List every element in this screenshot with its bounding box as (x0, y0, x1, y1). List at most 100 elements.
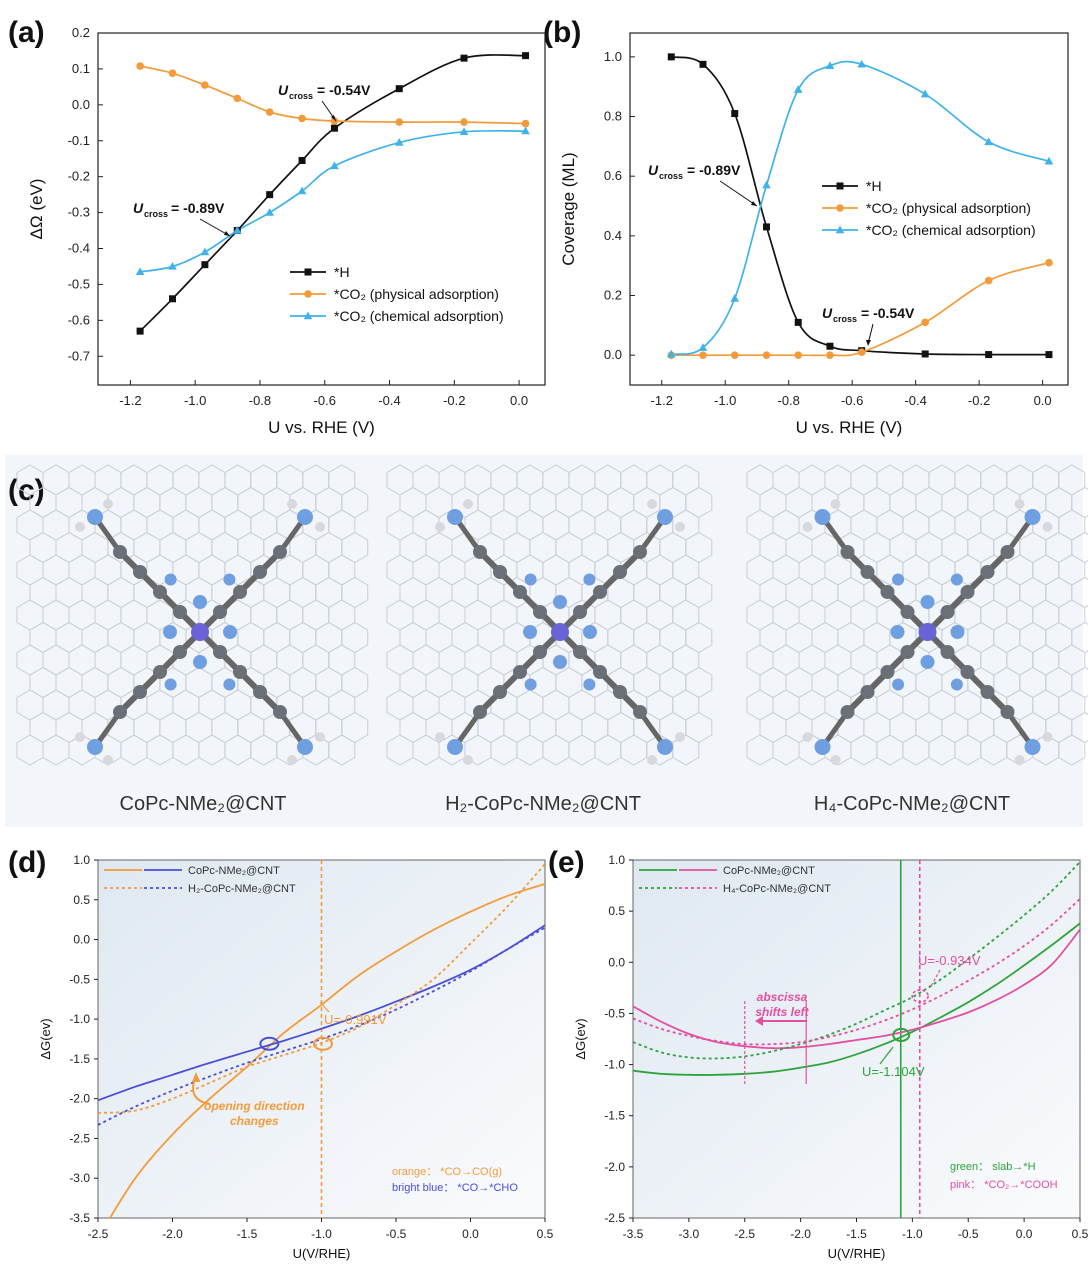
data-point (136, 327, 144, 335)
x-tick-label: -0.8 (249, 393, 271, 408)
annotation-arrowhead (755, 1016, 763, 1026)
nitrogen-atom (892, 678, 905, 691)
data-point (825, 61, 835, 70)
x-tick-label: -0.2 (443, 393, 465, 408)
carbon-atom (593, 665, 607, 679)
annotation-value: = -0.54V (861, 305, 915, 321)
hydrogen-atom (1014, 755, 1025, 765)
carbon-atom (900, 605, 915, 619)
annotation-arrowhead (751, 201, 757, 206)
series-line-2 (98, 863, 545, 1114)
carbon-atom (980, 685, 995, 699)
nitrogen-atom (447, 739, 463, 755)
x-axis-label: U vs. RHE (V) (268, 418, 375, 437)
cobalt-atom (551, 623, 569, 641)
data-point (984, 276, 993, 285)
y-tick-label: -0.7 (68, 348, 90, 363)
y-axis-label: Coverage (ML) (559, 152, 578, 265)
legend-marker (835, 225, 845, 234)
legend-label: H₂-CoPc-NMe₂@CNT (188, 883, 296, 895)
y-tick-label: -0.1 (68, 133, 90, 148)
nitrogen-atom (447, 509, 463, 525)
x-tick-label: -1.0 (311, 1227, 332, 1241)
data-point (731, 110, 739, 118)
annotation-arrow (929, 969, 941, 989)
carbon-atom (593, 585, 607, 599)
y-tick-label: 0.0 (73, 933, 90, 947)
hydrogen-atom (435, 732, 445, 742)
annotation-arrowhead (192, 1072, 200, 1082)
hydrogen-atom (315, 732, 325, 742)
nitrogen-atom (1024, 509, 1041, 525)
data-point (460, 54, 468, 62)
data-point (460, 118, 468, 126)
data-point (168, 69, 177, 78)
nitrogen-atom (553, 595, 567, 609)
data-point (265, 108, 274, 116)
cobalt-atom (191, 623, 209, 641)
carbon-atom (153, 665, 167, 679)
y-tick-label: -1.5 (69, 1052, 90, 1066)
annotation-value: = -0.54V (317, 82, 371, 98)
legend-label: *CO₂ (chemical adsorption) (334, 308, 504, 324)
annotation-u-value: U=-0.934V (918, 953, 981, 968)
nitrogen-atom (223, 678, 236, 691)
data-point (169, 295, 176, 303)
nitrogen-atom (524, 678, 537, 691)
carbon-atom (940, 605, 955, 619)
x-tick-label: 0.0 (510, 393, 528, 408)
annotation-note: abscissa (757, 990, 808, 1004)
legend-marker (304, 290, 312, 298)
y-tick-label: -0.5 (68, 276, 90, 291)
x-tick-label: 0.5 (537, 1227, 554, 1241)
annotation-u-value: U=-0.991V (324, 1012, 387, 1027)
x-tick-label: 0.0 (1016, 1227, 1033, 1241)
annotation-key: green： slab→*H (950, 1161, 1036, 1173)
intersection-circle (259, 1036, 280, 1051)
annotation-sub: cross (289, 91, 313, 101)
carbon-atom (113, 705, 127, 719)
y-tick-label: 0.1 (72, 61, 90, 76)
data-point (394, 138, 404, 146)
y-tick-label: 0.0 (604, 347, 622, 362)
x-tick-label: -2.0 (790, 1227, 811, 1241)
panel-label-d: (d) (8, 846, 46, 879)
data-point (699, 60, 707, 68)
data-point (920, 89, 930, 98)
carbon-atom (1000, 545, 1015, 559)
data-point (793, 85, 803, 93)
annotation-arrow (719, 180, 758, 207)
hydrogen-atom (315, 522, 325, 532)
hydrogen-atom (830, 755, 841, 765)
hydrogen-atom (1042, 732, 1053, 742)
annotation-sub: cross (833, 314, 857, 324)
data-point (762, 223, 770, 231)
hydrogen-atom (1014, 499, 1025, 509)
y-tick-label: 1.0 (604, 49, 622, 64)
carbon-atom (860, 565, 875, 579)
data-point (136, 62, 144, 70)
nitrogen-atom (524, 573, 537, 586)
y-tick-label: -0.5 (604, 1006, 625, 1020)
annotation-u-value: U=-1.104V (862, 1064, 925, 1079)
x-axis-label: U(V/RHE) (293, 1246, 351, 1261)
data-point (168, 261, 177, 270)
carbon-atom (153, 585, 167, 599)
data-point (200, 247, 210, 256)
hydrogen-atom (435, 522, 445, 532)
data-point (330, 124, 338, 132)
nitrogen-atom (164, 573, 177, 586)
annotation-key: orange： *CO→CO(g) (392, 1166, 502, 1178)
carbon-atom (273, 545, 287, 559)
hydrogen-atom (1042, 522, 1053, 532)
nitrogen-atom (87, 509, 103, 525)
nitrogen-atom (950, 678, 963, 691)
x-tick-label: -1.5 (846, 1227, 867, 1241)
x-tick-label: -2.5 (734, 1227, 755, 1241)
y-tick-label: -3.5 (69, 1211, 90, 1225)
panel-label-a: (a) (8, 16, 45, 49)
y-axis-label: ΔG(ev) (38, 1018, 53, 1059)
nitrogen-atom (657, 739, 673, 755)
hydrogen-atom (802, 522, 813, 532)
carbon-atom (633, 705, 647, 719)
